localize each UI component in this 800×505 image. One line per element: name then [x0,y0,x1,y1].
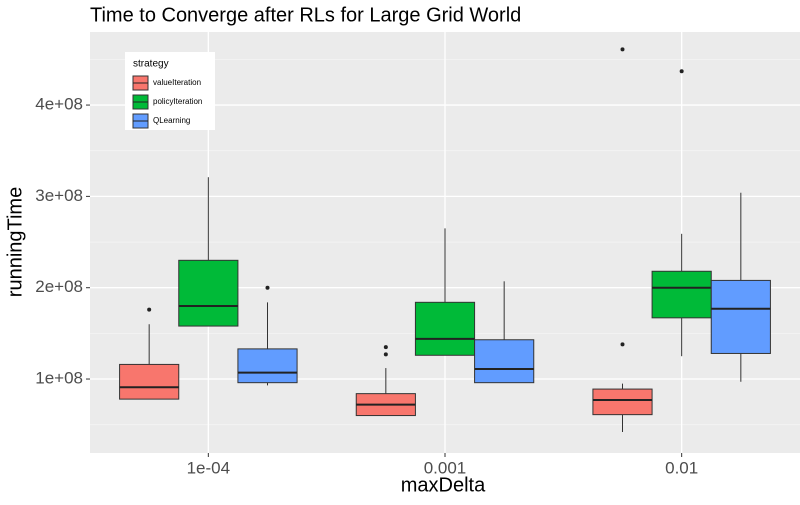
box [710,279,771,354]
legend-title: strategy [133,59,169,70]
y-tick-label: 2e+08 [35,277,83,296]
box [414,301,476,356]
box [651,270,712,319]
outlier [383,352,388,357]
x-axis-label: maxDelta [401,474,486,496]
x-tick-label: 1e-04 [187,458,230,477]
y-tick-label: 4e+08 [35,95,83,114]
x-tick-label: 0.01 [665,458,698,477]
box [474,339,535,384]
outlier [265,285,270,290]
legend-label: valueIteration [153,78,201,87]
y-tick-label: 3e+08 [35,186,83,205]
outlier [620,47,625,52]
outlier [383,345,388,350]
legend-label: QLearning [153,116,190,125]
outlier [679,69,684,74]
y-axis-label: runningTime [4,187,26,297]
legend-label: policyIteration [153,97,202,106]
x-tick-label: 0.001 [424,458,467,477]
box [592,388,653,416]
box [178,259,239,327]
y-tick-label: 1e+08 [35,369,83,388]
outlier [147,307,152,312]
outlier [620,342,625,347]
box [119,363,180,400]
box [237,348,298,384]
chart-title: Time to Converge after RLs for Large Gri… [90,4,521,26]
